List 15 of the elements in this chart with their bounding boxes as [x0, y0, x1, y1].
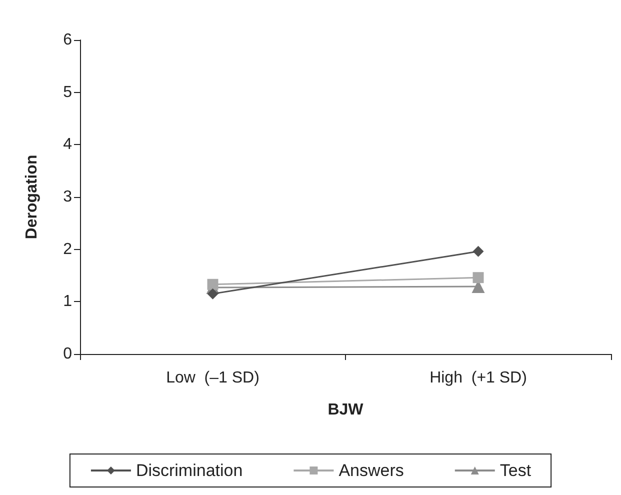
y-tick-label: 3: [63, 188, 72, 206]
legend-label: Test: [500, 461, 532, 480]
y-tick-label: 0: [63, 346, 72, 362]
y-tick-label: 6: [63, 32, 72, 48]
y-axis-title: Derogation: [24, 154, 40, 240]
y-tick-label: 2: [63, 240, 72, 258]
x-tick-label: Low (–1 SD): [166, 370, 260, 386]
legend-label: Discrimination: [136, 461, 243, 480]
x-axis-title: BJW: [328, 402, 364, 418]
y-tick-label: 5: [63, 84, 72, 101]
x-tick-label: High (+1 SD): [430, 370, 527, 386]
y-tick-label: 1: [63, 293, 72, 310]
y-tick-label: 4: [63, 136, 72, 154]
legend-label: Answers: [338, 461, 404, 480]
point: [472, 246, 484, 257]
